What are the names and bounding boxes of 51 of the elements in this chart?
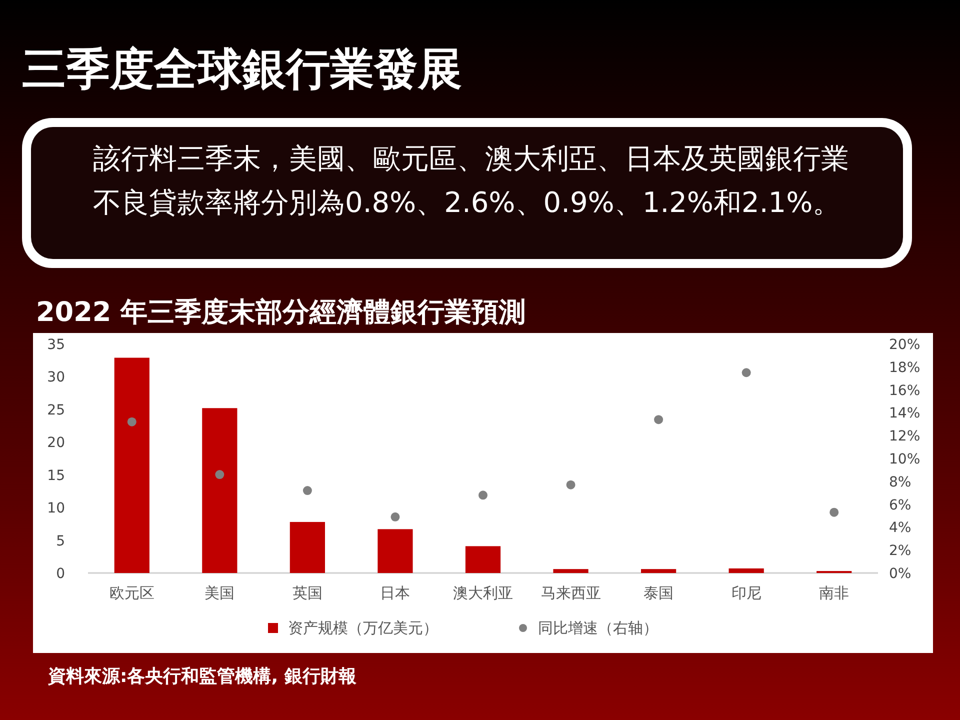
- chart-subtitle: 2022 年三季度末部分經濟體銀行業預測: [36, 296, 526, 330]
- x-tick-label: 美国: [204, 584, 235, 602]
- y2-tick-label: 20%: [889, 337, 920, 353]
- text: 該行料三季末，美國、歐元區、澳大利亞、日本及英國銀行業不良貸款率將分別為0.8%、2.6%、0.9%、1.2%和2.1%。: [93, 141, 850, 221]
- point: [830, 508, 839, 517]
- y2-tick-label: 4%: [889, 520, 912, 536]
- legend-label: 同比增速（右轴）: [538, 619, 658, 637]
- point: [302, 486, 312, 496]
- legend-label: 资产规模（万亿美元）: [288, 619, 438, 637]
- bar: [641, 569, 676, 573]
- point: [390, 512, 400, 522]
- bar: [378, 529, 413, 573]
- y2-tick-label: 0%: [889, 566, 912, 582]
- point: [566, 480, 576, 490]
- y2-tick-label: 18%: [889, 360, 920, 376]
- point: [654, 415, 664, 424]
- bar: [728, 568, 764, 573]
- source-note: 資料來源:各央行和監管機構, 銀行財報: [48, 665, 356, 688]
- point: [478, 490, 488, 500]
- y-tick-label: 5: [56, 533, 65, 550]
- x-tick-label: 欧元区: [109, 584, 154, 602]
- x-tick-label: 印尼: [731, 584, 762, 602]
- y-tick-label: 30: [47, 370, 65, 386]
- bar: [114, 358, 150, 573]
- bar: [465, 546, 501, 573]
- bar: [202, 408, 238, 573]
- y2-tick-label: 2%: [889, 543, 912, 560]
- bar: [553, 569, 588, 573]
- y2-tick-label: 6%: [889, 497, 912, 514]
- x-tick-label: 泰国: [644, 584, 674, 602]
- y2-tick-label: 16%: [889, 382, 920, 399]
- y2-tick-label: 10%: [889, 452, 920, 468]
- y2-tick-label: 12%: [889, 428, 920, 445]
- y-tick-label: 10: [47, 500, 65, 517]
- chart-title: 三季度全球銀行業發展: [22, 43, 462, 97]
- x-tick-label: 英国: [292, 584, 322, 602]
- x-tick-label: 南非: [819, 584, 850, 602]
- point: [215, 470, 224, 480]
- x-tick-label: 马来西亚: [540, 584, 601, 602]
- y2-tick-label: 8%: [889, 474, 912, 490]
- point: [742, 368, 751, 378]
- x-tick-label: 澳大利亚: [453, 584, 513, 602]
- y-tick-label: 15: [47, 468, 65, 484]
- point: [127, 417, 136, 426]
- bar: [290, 522, 325, 573]
- y-tick-label: 35: [47, 337, 65, 353]
- x-tick-label: 日本: [380, 584, 410, 602]
- y-tick-label: 0: [56, 566, 65, 582]
- y-tick-label: 20: [47, 435, 65, 452]
- y-tick-label: 25: [47, 402, 65, 418]
- y2-tick-label: 14%: [889, 406, 920, 422]
